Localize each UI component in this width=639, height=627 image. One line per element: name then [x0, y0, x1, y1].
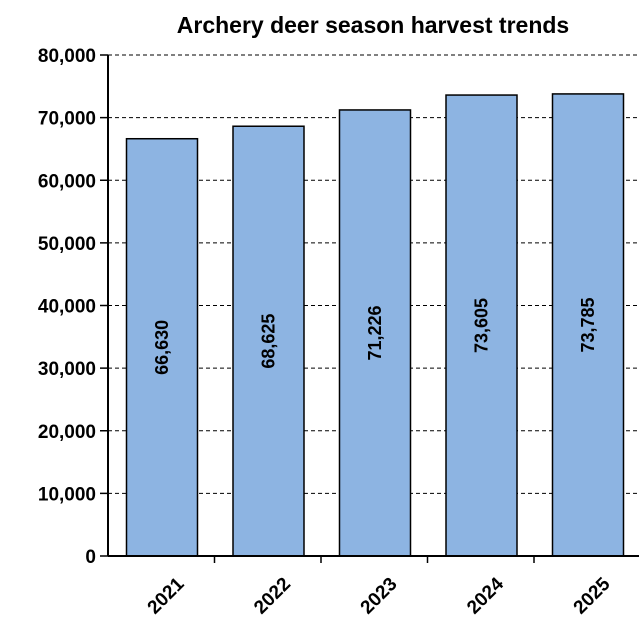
grid-lines [108, 54, 639, 494]
data-labels: 66,630 68,625 71,226 73,605 73,785 [152, 297, 598, 374]
x-tick-label: 2023 [357, 574, 402, 619]
y-axis-ticks: 0 10,000 20,000 30,000 40,000 50,000 60,000 70,… [38, 46, 108, 568]
data-label: 73,785 [578, 297, 598, 352]
bar [125, 137, 199, 557]
chart-title: Archery deer season harvest trends [177, 12, 569, 38]
data-label: 66,630 [152, 320, 172, 375]
x-tick-label: 2022 [250, 574, 295, 619]
y-tick-label: 20,000 [38, 422, 96, 443]
data-label: 68,625 [259, 314, 279, 369]
y-tick-label: 30,000 [38, 359, 96, 380]
data-label: 73,605 [472, 298, 492, 353]
y-tick-label: 80,000 [38, 46, 96, 67]
y-tick-label: 50,000 [38, 234, 96, 255]
x-tick-label: 2024 [463, 573, 508, 618]
y-tick-label: 40,000 [38, 297, 96, 318]
y-tick-label: 60,000 [38, 171, 96, 192]
bar [338, 109, 412, 557]
bar [445, 94, 518, 557]
bar [551, 93, 625, 557]
x-tick-label: 2025 [570, 573, 615, 618]
x-axis-ticks: 2021 2022 2023 2024 2025 [144, 556, 615, 618]
bars [125, 93, 625, 557]
y-tick-label: 10,000 [38, 484, 96, 505]
y-tick-label: 70,000 [38, 109, 96, 130]
x-tick-label: 2021 [144, 573, 189, 618]
data-label: 71,226 [365, 305, 385, 360]
y-tick-label: 0 [85, 547, 96, 568]
